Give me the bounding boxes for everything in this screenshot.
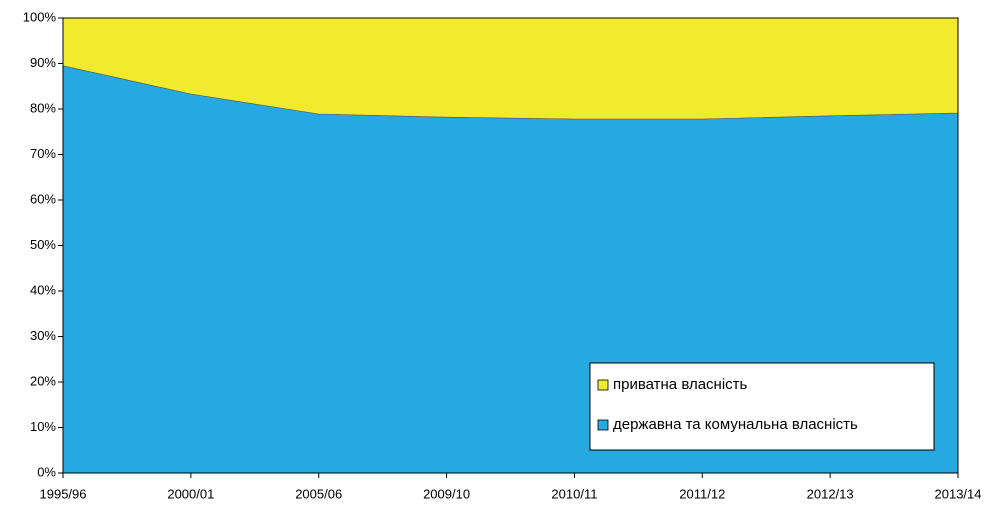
legend-box <box>589 362 935 451</box>
y-tick-label: 100% <box>23 9 57 24</box>
x-tick-label: 2005/06 <box>295 486 342 501</box>
y-tick-label: 70% <box>30 146 56 161</box>
x-tick-label: 2010/11 <box>551 486 597 501</box>
legend-label: державна та комунальна власність <box>613 416 858 433</box>
y-tick-label: 50% <box>30 237 56 252</box>
y-tick-label: 80% <box>30 100 56 115</box>
y-tick-label: 60% <box>30 191 56 206</box>
x-tick-label: 2000/01 <box>167 486 214 501</box>
x-tick-label: 2012/13 <box>807 486 854 501</box>
x-tick-label: 2013/14 <box>935 486 982 501</box>
y-tick-label: 40% <box>30 282 56 297</box>
y-tick-label: 90% <box>30 55 56 70</box>
x-tick-label: 2011/12 <box>679 486 725 501</box>
y-tick-label: 10% <box>30 419 56 434</box>
legend-label: приватна власність <box>613 376 748 393</box>
legend-swatch <box>597 419 609 431</box>
y-tick-label: 0% <box>37 464 56 479</box>
y-tick-label: 30% <box>30 328 56 343</box>
x-tick-label: 1995/96 <box>40 486 87 501</box>
x-tick-label: 2009/10 <box>423 486 470 501</box>
legend-swatch <box>597 379 609 391</box>
legend: приватна власність державна та комунальна… <box>589 362 935 451</box>
y-tick-label: 20% <box>30 373 56 388</box>
